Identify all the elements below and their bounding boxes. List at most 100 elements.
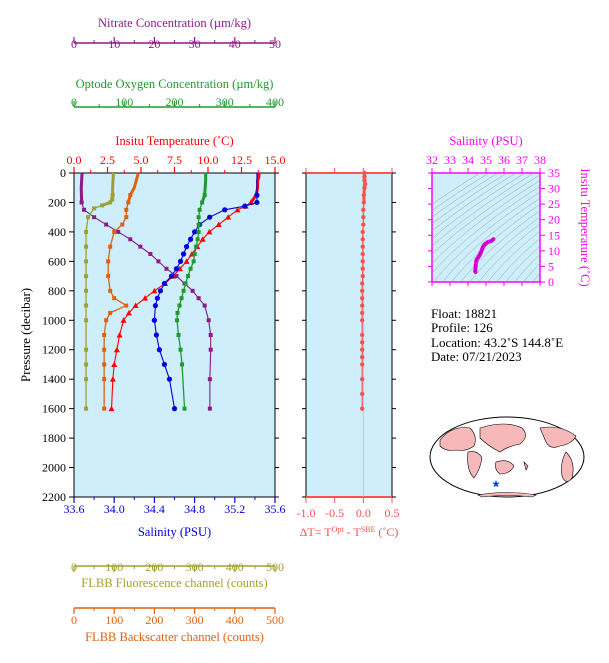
- temperature-point: [113, 346, 120, 353]
- backscatter-point: [124, 303, 129, 308]
- nitrate-axis-title: Nitrate Concentration (µm/kg): [98, 16, 251, 30]
- delta-plot-area: [305, 172, 393, 498]
- temperature-tick-label: 10.0: [198, 153, 219, 167]
- fluorescence-point: [86, 215, 91, 220]
- nitrate-point: [196, 296, 201, 301]
- backscatter-tick-label: 400: [226, 613, 244, 627]
- isopycnal: [487, 230, 540, 282]
- oxygen-point: [175, 310, 180, 315]
- nitrate-point: [190, 288, 195, 293]
- ts-x-tick-label: 33: [444, 153, 456, 167]
- delta-point: [359, 362, 365, 367]
- temperature-series: [108, 173, 261, 412]
- backscatter-point: [126, 200, 131, 205]
- nitrate-tick-label: 30: [189, 37, 201, 51]
- delta-point: [359, 295, 365, 301]
- land-shape: [561, 451, 574, 482]
- salinity-point: [222, 207, 228, 213]
- delta-axis-title: ΔT= TOpt - TSBE (˚C): [300, 525, 399, 540]
- delta-point: [359, 318, 365, 323]
- nitrate-point: [206, 318, 211, 323]
- nitrate-point: [156, 259, 161, 264]
- delta-point: [359, 347, 365, 352]
- delta-tick-label: 0.0: [356, 506, 371, 520]
- salinity-point: [161, 280, 168, 287]
- isopycnal: [523, 262, 540, 282]
- nitrate-point: [138, 244, 143, 249]
- fluorescence-point: [84, 244, 89, 249]
- backscatter-surface-line: [126, 172, 140, 203]
- salinity-tick-label: 35.2: [224, 502, 245, 516]
- land-shape: [479, 423, 526, 453]
- fluorescence-point: [84, 318, 89, 323]
- fluorescence-point: [84, 303, 89, 308]
- temperature-point: [116, 332, 123, 338]
- isopycnal: [432, 173, 508, 225]
- delta-axis-title-part: (˚C): [375, 525, 398, 539]
- salinity-point: [207, 214, 213, 220]
- oxygen-tick-label: 200: [166, 95, 184, 109]
- oxygen-point: [195, 237, 200, 242]
- profile-text: Profile: 126: [431, 320, 493, 335]
- fluorescence-point: [84, 377, 89, 382]
- delta-tick-label: -1.0: [297, 506, 316, 520]
- backscatter-point: [102, 406, 107, 411]
- nitrate-line: [80, 172, 212, 409]
- delta-point: [360, 244, 365, 249]
- fluorescence-point: [92, 206, 97, 211]
- main-profile-panel: 0200400600800100012001400160018002000220…: [18, 16, 286, 644]
- salinity-axis-title: Salinity (PSU): [138, 525, 211, 539]
- backscatter-point: [108, 288, 113, 293]
- delta-point: [361, 222, 366, 227]
- salinity-point: [242, 203, 248, 209]
- oxygen-point: [180, 362, 185, 367]
- salinity-tick-label: 34.0: [104, 502, 125, 516]
- backscatter-point: [108, 244, 113, 249]
- temperature-axis-title: Insitu Temperature (˚C): [115, 134, 233, 148]
- oxygen-point: [182, 406, 187, 411]
- backscatter-point: [108, 310, 113, 315]
- backscatter-tick-label: 0: [71, 613, 77, 627]
- salinity-point: [156, 347, 163, 353]
- salinity-point: [254, 192, 260, 198]
- isopycnal: [432, 173, 490, 211]
- oxygen-axis: 0 100 200 300 400 Optode Oxygen Concentration…: [71, 77, 284, 109]
- temperature-point: [225, 214, 232, 220]
- pressure-tick-label: 2000: [42, 461, 66, 475]
- ts-x-tick-label: 32: [426, 153, 438, 167]
- backscatter-tick-label: 200: [145, 613, 163, 627]
- isopycnal: [432, 173, 526, 239]
- fluorescence-axis-title: FLBB Fluorescence channel (counts): [81, 576, 267, 590]
- plot-area: [73, 172, 276, 498]
- temperature-point: [234, 206, 241, 213]
- oxygen-point: [192, 252, 197, 256]
- temperature-point: [125, 309, 132, 316]
- nitrate-point: [104, 222, 109, 227]
- float-info-block: Float: 18821 Profile: 126 Location: 43.2…: [431, 306, 563, 364]
- pressure-tick-label: 400: [48, 225, 66, 239]
- oxygen-point: [183, 281, 188, 286]
- salinity-point: [183, 244, 190, 250]
- delta-tick-label: -0.5: [325, 506, 344, 520]
- ts-x-tick-label: 36: [498, 153, 510, 167]
- pressure-tick-label: 1200: [42, 343, 66, 357]
- ts-y-tick-label: 30: [548, 182, 560, 196]
- salinity-point: [166, 376, 173, 382]
- oxygen-axis-title: Optode Oxygen Concentration (µm/kg): [76, 77, 274, 91]
- fluorescence-point: [84, 347, 89, 352]
- delta-point: [359, 406, 365, 411]
- salinity-point: [192, 229, 198, 235]
- fluorescence-point: [84, 406, 89, 411]
- delta-point: [359, 391, 365, 397]
- delta-point: [359, 354, 365, 360]
- fluorescence-tick-label: 300: [186, 560, 204, 574]
- nitrate-axis: 0 10 20 30 40 50 Nitrate Concentration (µm/kg): [71, 16, 281, 51]
- backscatter-point: [102, 333, 107, 337]
- nitrate-tick-label: 10: [108, 37, 120, 51]
- backscatter-point: [124, 207, 129, 212]
- oxygen-point: [177, 303, 182, 308]
- oxygen-surface-line: [200, 173, 208, 203]
- fluorescence-tick-label: 500: [266, 560, 284, 574]
